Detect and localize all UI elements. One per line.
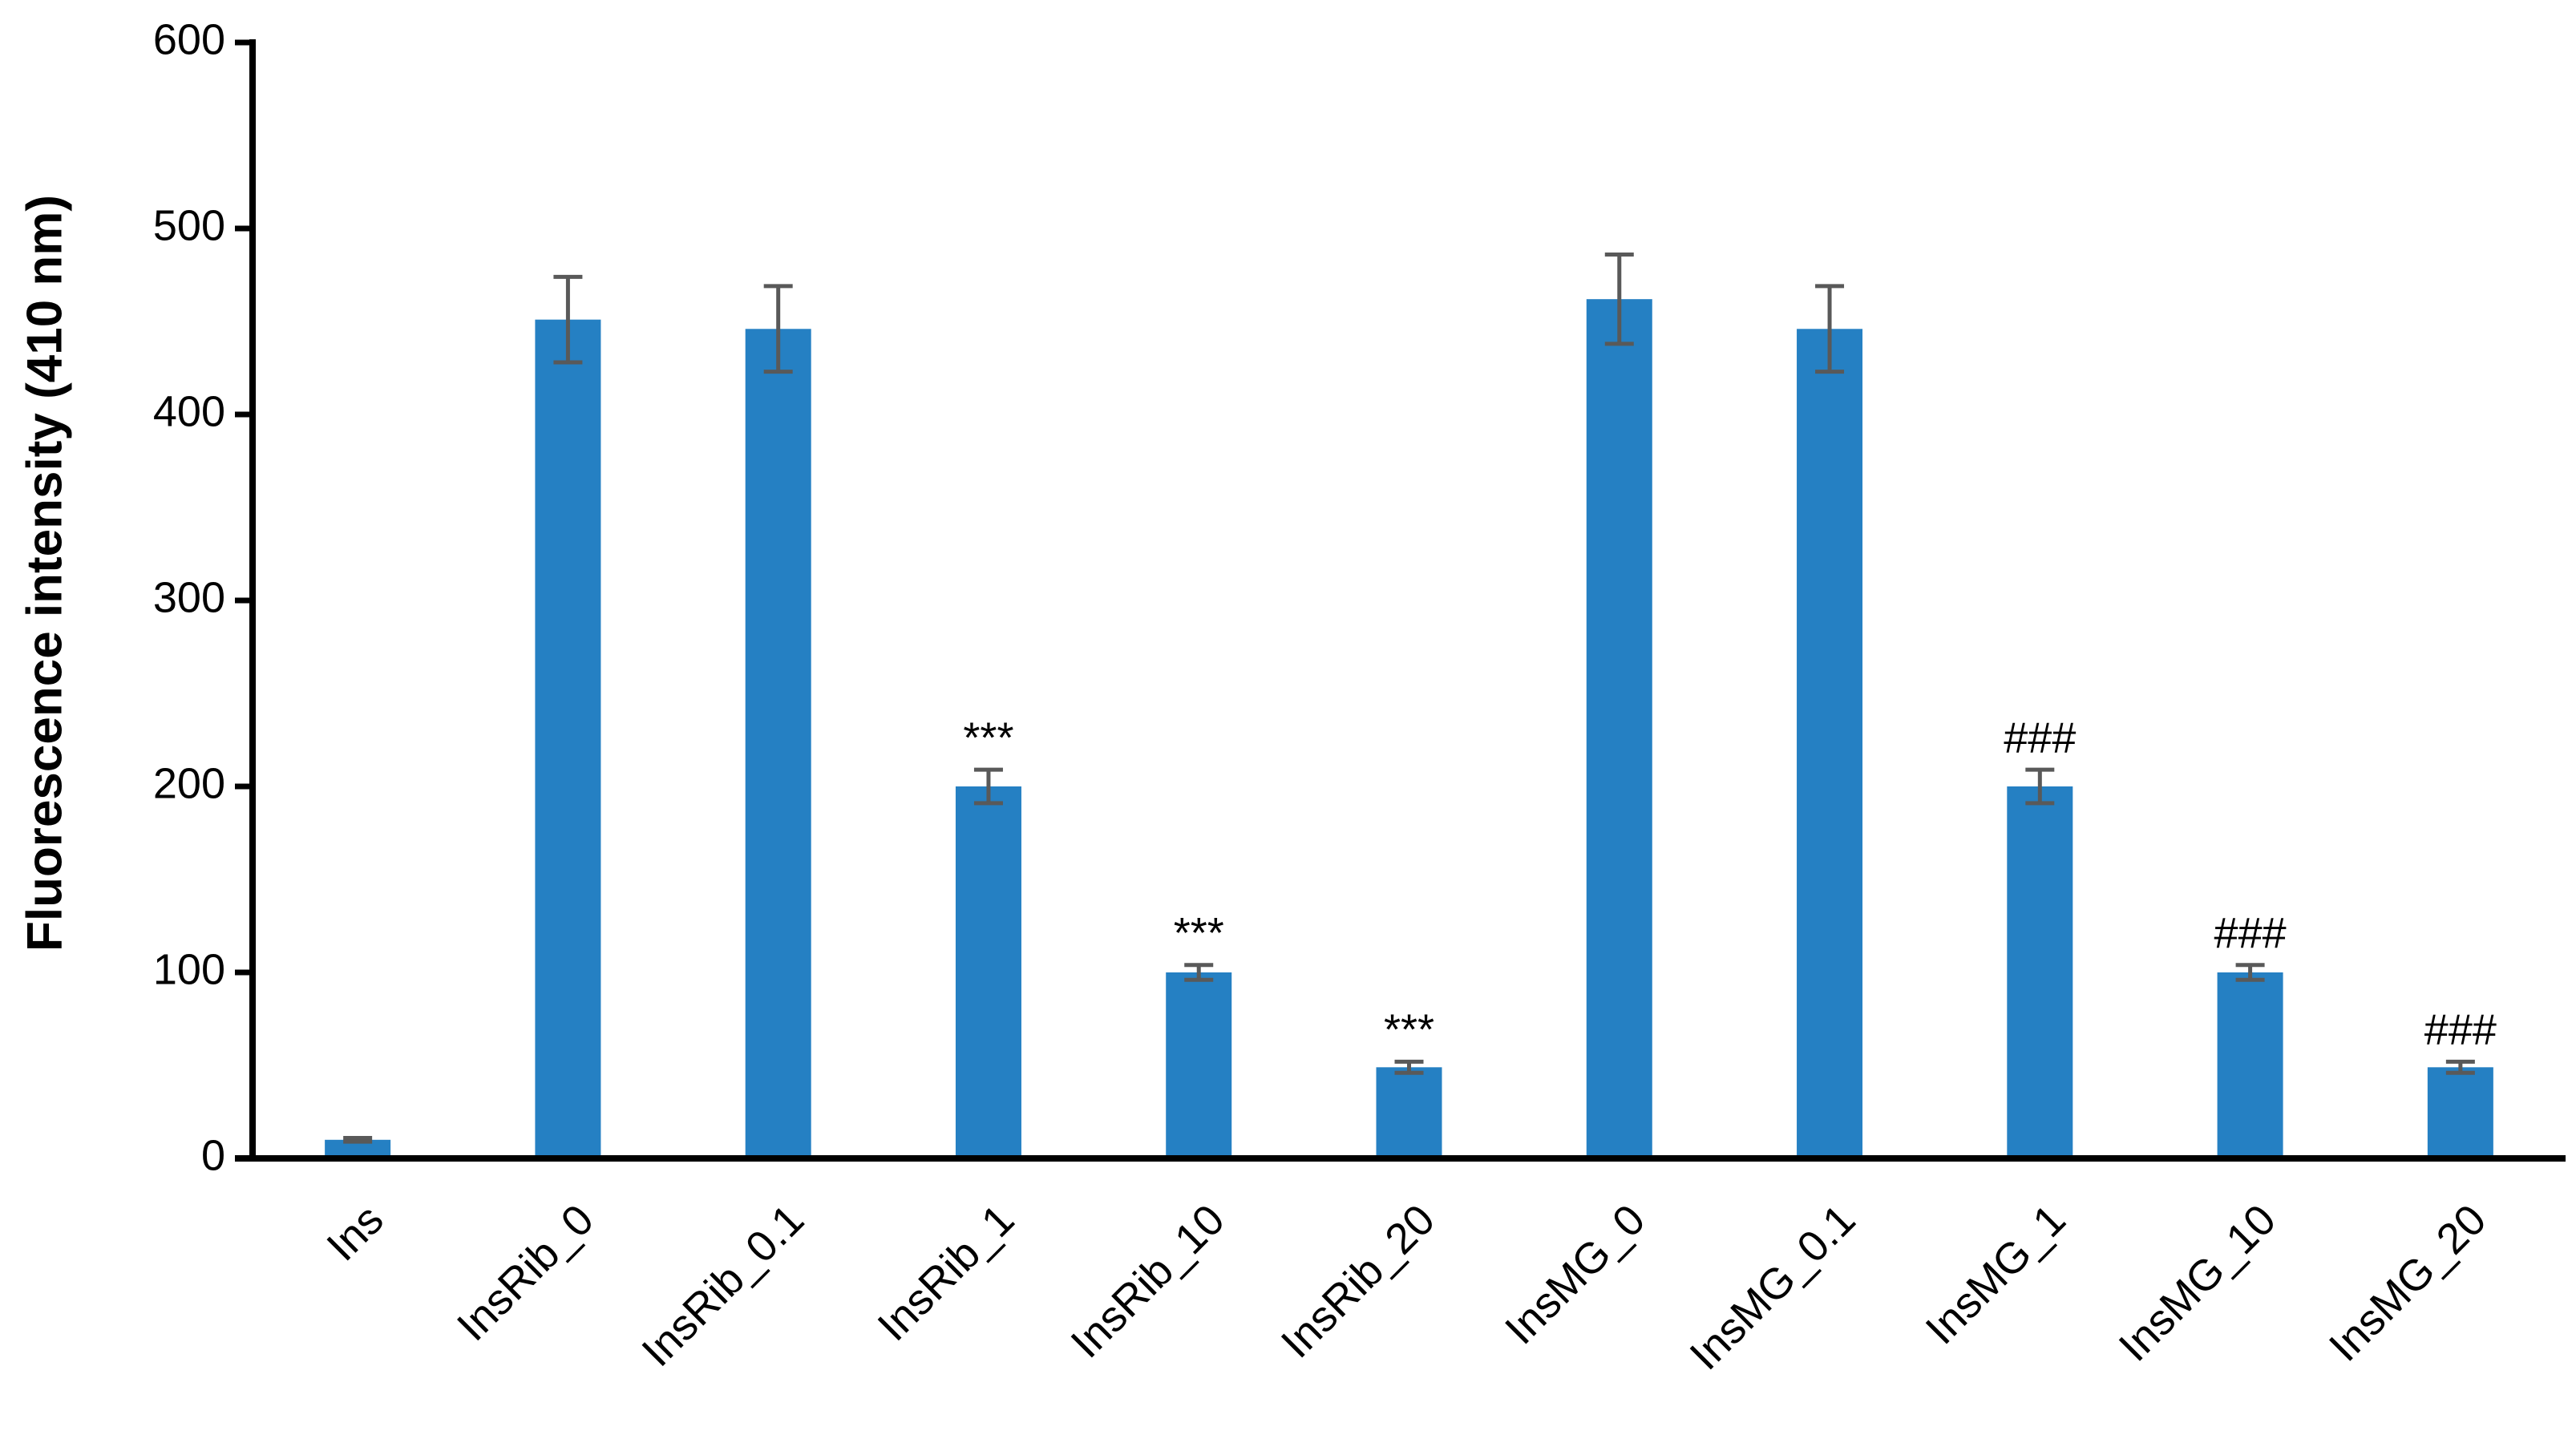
y-tick-label: 600 <box>153 15 225 63</box>
bar <box>2217 972 2283 1158</box>
bar <box>325 1139 391 1158</box>
x-tick-label: InsMG_1 <box>1917 1195 2075 1353</box>
bar <box>745 329 811 1158</box>
y-tick-label: 400 <box>153 387 225 435</box>
y-tick-label: 0 <box>201 1131 225 1179</box>
bar <box>2007 786 2073 1158</box>
significance-label: *** <box>1384 1006 1434 1054</box>
x-tick-label: InsMG_20 <box>2320 1195 2496 1371</box>
significance-label: *** <box>963 713 1013 762</box>
x-tick-label: Ins <box>317 1195 392 1270</box>
x-tick-label: InsMG_0.1 <box>1680 1195 1864 1379</box>
x-tick-label: InsRib_20 <box>1272 1195 1444 1367</box>
significance-label: ### <box>2004 713 2076 762</box>
bar <box>955 786 1021 1158</box>
significance-label: ### <box>2424 1006 2497 1054</box>
bar <box>1797 329 1863 1158</box>
significance-label: *** <box>1174 909 1224 957</box>
y-tick-label: 200 <box>153 759 225 807</box>
x-tick-label: InsMG_10 <box>2110 1195 2286 1371</box>
bar <box>1586 299 1652 1158</box>
x-tick-label: InsRib_10 <box>1062 1195 1233 1367</box>
x-tick-label: InsRib_0.1 <box>633 1195 813 1376</box>
x-tick-label: InsMG_0 <box>1496 1195 1654 1353</box>
bar <box>1376 1067 1442 1158</box>
significance-label: ### <box>2214 909 2287 957</box>
y-tick-label: 500 <box>153 201 225 249</box>
y-tick-label: 100 <box>153 945 225 993</box>
bar <box>2427 1067 2493 1158</box>
bar <box>535 319 601 1159</box>
y-axis-label: Fluorescence intensity (410 nm) <box>17 195 72 952</box>
bar <box>1166 972 1232 1158</box>
y-tick-label: 300 <box>153 573 225 621</box>
x-tick-label: InsRib_0 <box>448 1195 603 1350</box>
x-tick-label: InsRib_1 <box>868 1195 1023 1350</box>
